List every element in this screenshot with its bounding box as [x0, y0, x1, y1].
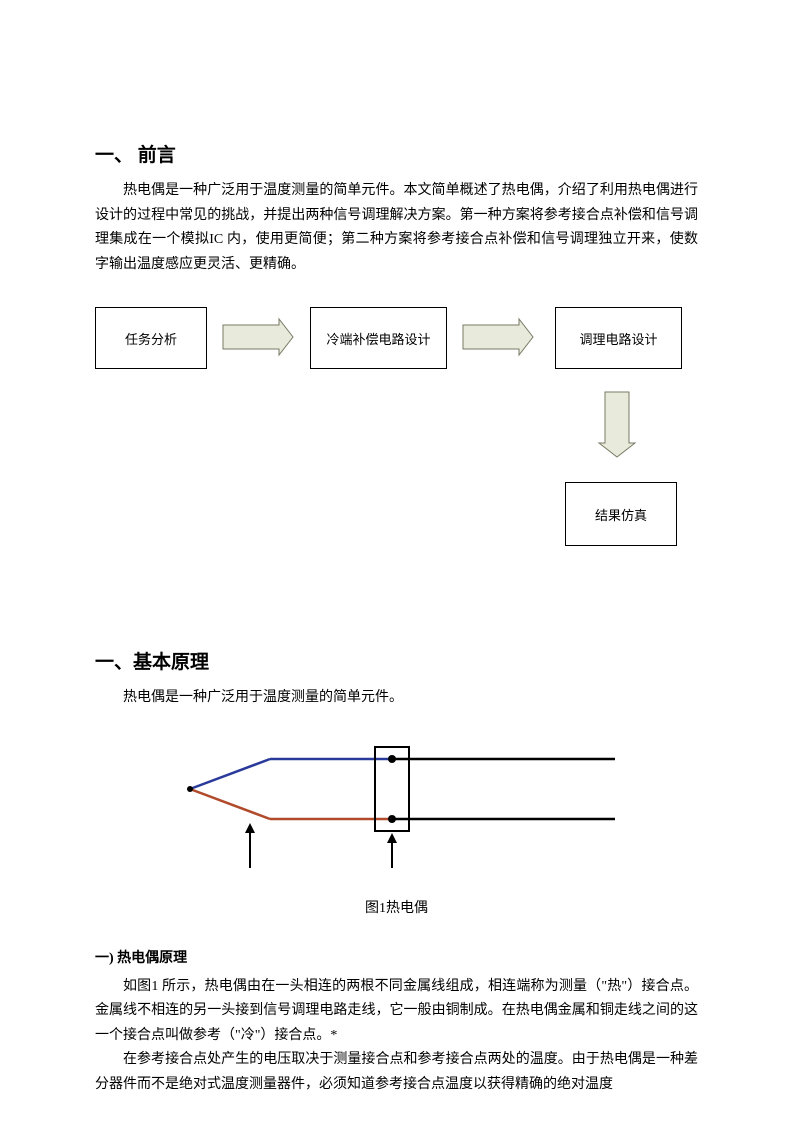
thermocouple-diagram — [95, 719, 695, 889]
section-1-heading: 一、 前言 — [95, 140, 698, 167]
flowchart: 任务分析 冷端补偿电路设计 调理电路设计结果仿真 — [95, 307, 695, 597]
section-3-p2: 在参考接合点处产生的电压取决于测量接合点和参考接合点两处的温度。由于热电偶是一种… — [95, 1048, 698, 1097]
section-2-heading: 一、基本原理 — [95, 647, 698, 674]
flow-node: 任务分析 — [95, 307, 207, 369]
flow-arrow — [599, 392, 635, 457]
lower-wire — [190, 789, 270, 819]
figure-1-caption: 图1热电偶 — [95, 897, 698, 917]
section-2-intro: 热电偶是一种广泛用于温度测量的简单元件。 — [95, 686, 698, 711]
section-3-p1: 如图1 所示，热电偶由在一头相连的两根不同金属线组成，相连端称为测量（"热"）接… — [95, 975, 698, 1049]
flow-node: 调理电路设计 — [555, 307, 682, 369]
flow-arrow — [463, 319, 533, 355]
junction-dot — [388, 755, 396, 763]
section-3-heading: 一) 热电偶原理 — [95, 947, 698, 967]
flow-node: 冷端补偿电路设计 — [310, 307, 447, 369]
flow-node: 结果仿真 — [565, 482, 677, 546]
section-1-paragraph: 热电偶是一种广泛用于温度测量的简单元件。本文简单概述了热电偶，介绍了利用热电偶进… — [95, 179, 698, 277]
hot-junction-dot — [187, 786, 193, 792]
flow-arrow — [223, 319, 293, 355]
junction-dot — [388, 815, 396, 823]
upper-wire — [190, 759, 270, 789]
